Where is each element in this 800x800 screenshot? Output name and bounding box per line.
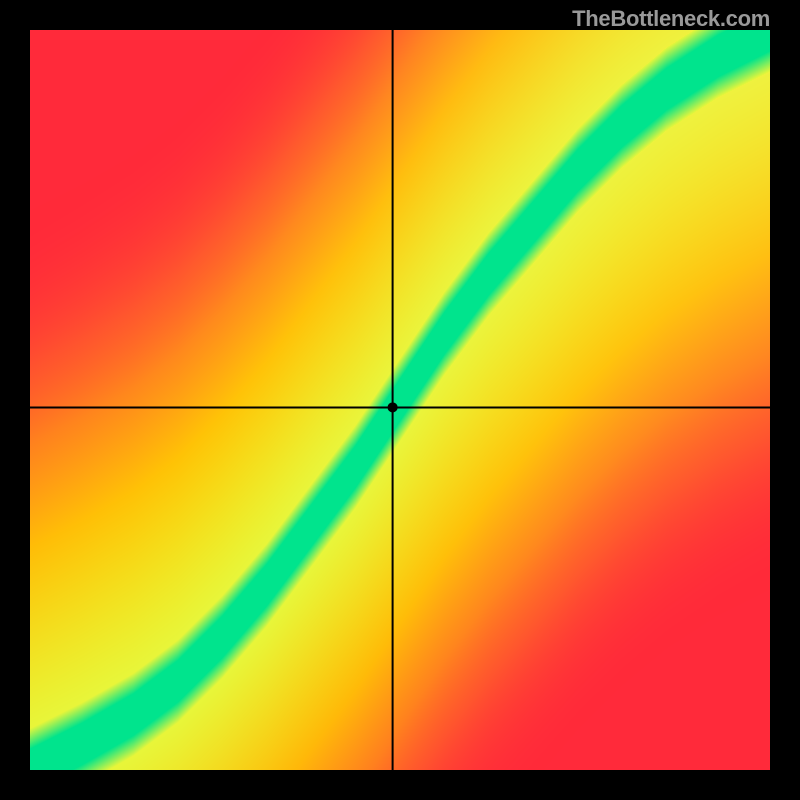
bottleneck-heatmap	[30, 30, 770, 770]
watermark-text: TheBottleneck.com	[572, 6, 770, 32]
chart-frame: TheBottleneck.com	[0, 0, 800, 800]
